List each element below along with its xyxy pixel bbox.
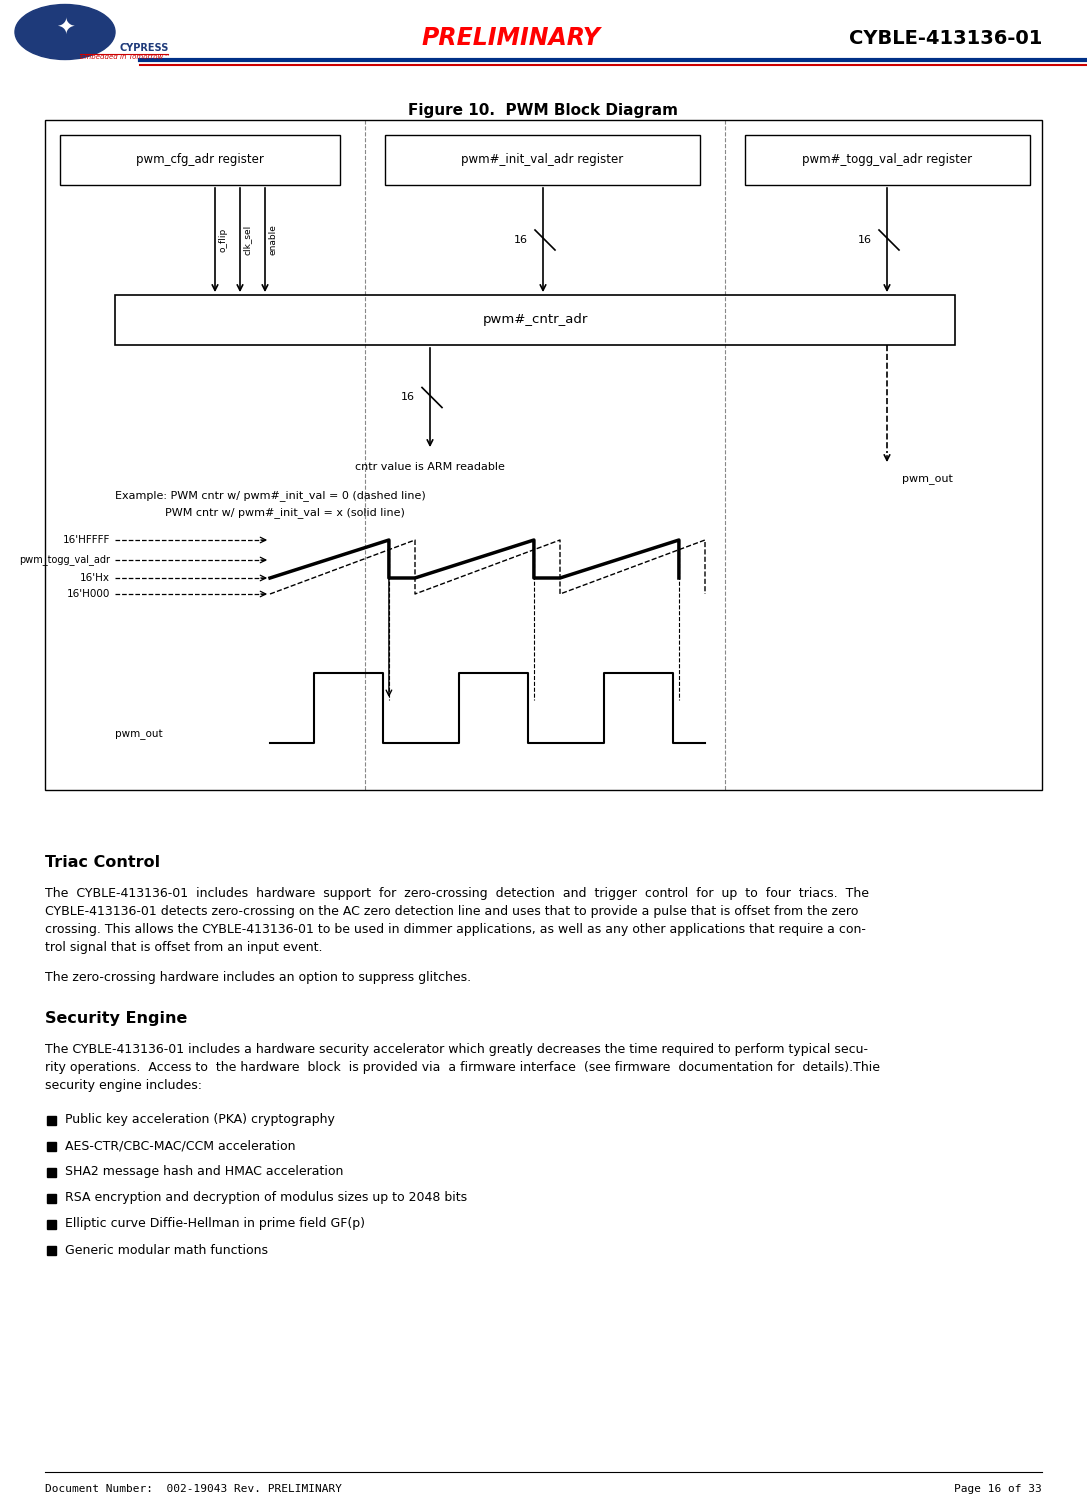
Text: trol signal that is offset from an input event.: trol signal that is offset from an input… xyxy=(45,940,323,954)
Text: Generic modular math functions: Generic modular math functions xyxy=(65,1243,268,1257)
Text: Page 16 of 33: Page 16 of 33 xyxy=(954,1484,1042,1493)
Text: The  CYBLE-413136-01  includes  hardware  support  for  zero-crossing  detection: The CYBLE-413136-01 includes hardware su… xyxy=(45,888,869,900)
Text: AES-CTR/CBC-MAC/CCM acceleration: AES-CTR/CBC-MAC/CCM acceleration xyxy=(65,1139,296,1153)
Bar xyxy=(60,136,340,185)
Text: pwm#_init_val_adr register: pwm#_init_val_adr register xyxy=(461,154,624,166)
Text: crossing. This allows the CYBLE-413136-01 to be used in dimmer applications, as : crossing. This allows the CYBLE-413136-0… xyxy=(45,922,866,936)
Text: CYBLE-413136-01 detects zero-crossing on the AC zero detection line and uses tha: CYBLE-413136-01 detects zero-crossing on… xyxy=(45,906,859,918)
Text: PRELIMINARY: PRELIMINARY xyxy=(422,26,600,50)
Text: ✦: ✦ xyxy=(55,20,74,39)
Text: clk_sel: clk_sel xyxy=(243,225,252,255)
Text: cntr value is ARM readable: cntr value is ARM readable xyxy=(355,463,505,472)
Text: 16'Hx: 16'Hx xyxy=(80,573,110,583)
Bar xyxy=(385,136,700,185)
Text: pwm_out: pwm_out xyxy=(115,729,163,740)
Text: Security Engine: Security Engine xyxy=(45,1011,187,1026)
Text: Example: PWM cntr w/ pwm#_init_val = 0 (dashed line): Example: PWM cntr w/ pwm#_init_val = 0 (… xyxy=(115,490,426,500)
Text: pwm_out: pwm_out xyxy=(902,475,953,485)
Text: 16'H000: 16'H000 xyxy=(66,589,110,598)
Bar xyxy=(115,295,955,345)
Text: SHA2 message hash and HMAC acceleration: SHA2 message hash and HMAC acceleration xyxy=(65,1165,343,1178)
Bar xyxy=(47,1117,57,1126)
Text: CYBLE-413136-01: CYBLE-413136-01 xyxy=(849,29,1042,48)
Text: Embedded in Tomorrow™: Embedded in Tomorrow™ xyxy=(80,54,171,60)
Text: pwm_togg_val_adr: pwm_togg_val_adr xyxy=(18,555,110,565)
Text: Document Number:  002-19043 Rev. PRELIMINARY: Document Number: 002-19043 Rev. PRELIMIN… xyxy=(45,1484,342,1493)
Text: 16: 16 xyxy=(401,392,415,402)
Ellipse shape xyxy=(15,5,115,59)
Text: RSA encryption and decryption of modulus sizes up to 2048 bits: RSA encryption and decryption of modulus… xyxy=(65,1192,467,1204)
Text: security engine includes:: security engine includes: xyxy=(45,1079,202,1093)
Text: 16'HFFFF: 16'HFFFF xyxy=(63,535,110,546)
Text: pwm#_togg_val_adr register: pwm#_togg_val_adr register xyxy=(802,154,973,166)
Bar xyxy=(47,1194,57,1203)
Text: rity operations.  Access to  the hardware  block  is provided via  a firmware in: rity operations. Access to the hardware … xyxy=(45,1061,880,1074)
Text: PWM cntr w/ pwm#_init_val = x (solid line): PWM cntr w/ pwm#_init_val = x (solid lin… xyxy=(165,506,404,518)
Text: pwm_cfg_adr register: pwm_cfg_adr register xyxy=(136,154,264,166)
Text: The CYBLE-413136-01 includes a hardware security accelerator which greatly decre: The CYBLE-413136-01 includes a hardware … xyxy=(45,1043,869,1056)
Bar xyxy=(45,121,1042,790)
Text: The zero-crossing hardware includes an option to suppress glitches.: The zero-crossing hardware includes an o… xyxy=(45,971,471,984)
Text: 16: 16 xyxy=(858,235,872,246)
Text: Figure 10.  PWM Block Diagram: Figure 10. PWM Block Diagram xyxy=(409,102,678,118)
Text: enable: enable xyxy=(268,225,277,256)
Text: CYPRESS: CYPRESS xyxy=(120,44,170,53)
Text: pwm#_cntr_adr: pwm#_cntr_adr xyxy=(483,313,588,327)
Bar xyxy=(47,1221,57,1230)
Text: 16: 16 xyxy=(514,235,528,246)
Text: Public key acceleration (PKA) cryptography: Public key acceleration (PKA) cryptograp… xyxy=(65,1114,335,1127)
Text: Triac Control: Triac Control xyxy=(45,854,160,870)
Text: o_flip: o_flip xyxy=(218,228,227,252)
Bar xyxy=(47,1168,57,1177)
Bar xyxy=(47,1142,57,1151)
Bar xyxy=(745,136,1030,185)
Text: Elliptic curve Diffie-Hellman in prime field GF(p): Elliptic curve Diffie-Hellman in prime f… xyxy=(65,1218,365,1231)
Bar xyxy=(47,1246,57,1255)
